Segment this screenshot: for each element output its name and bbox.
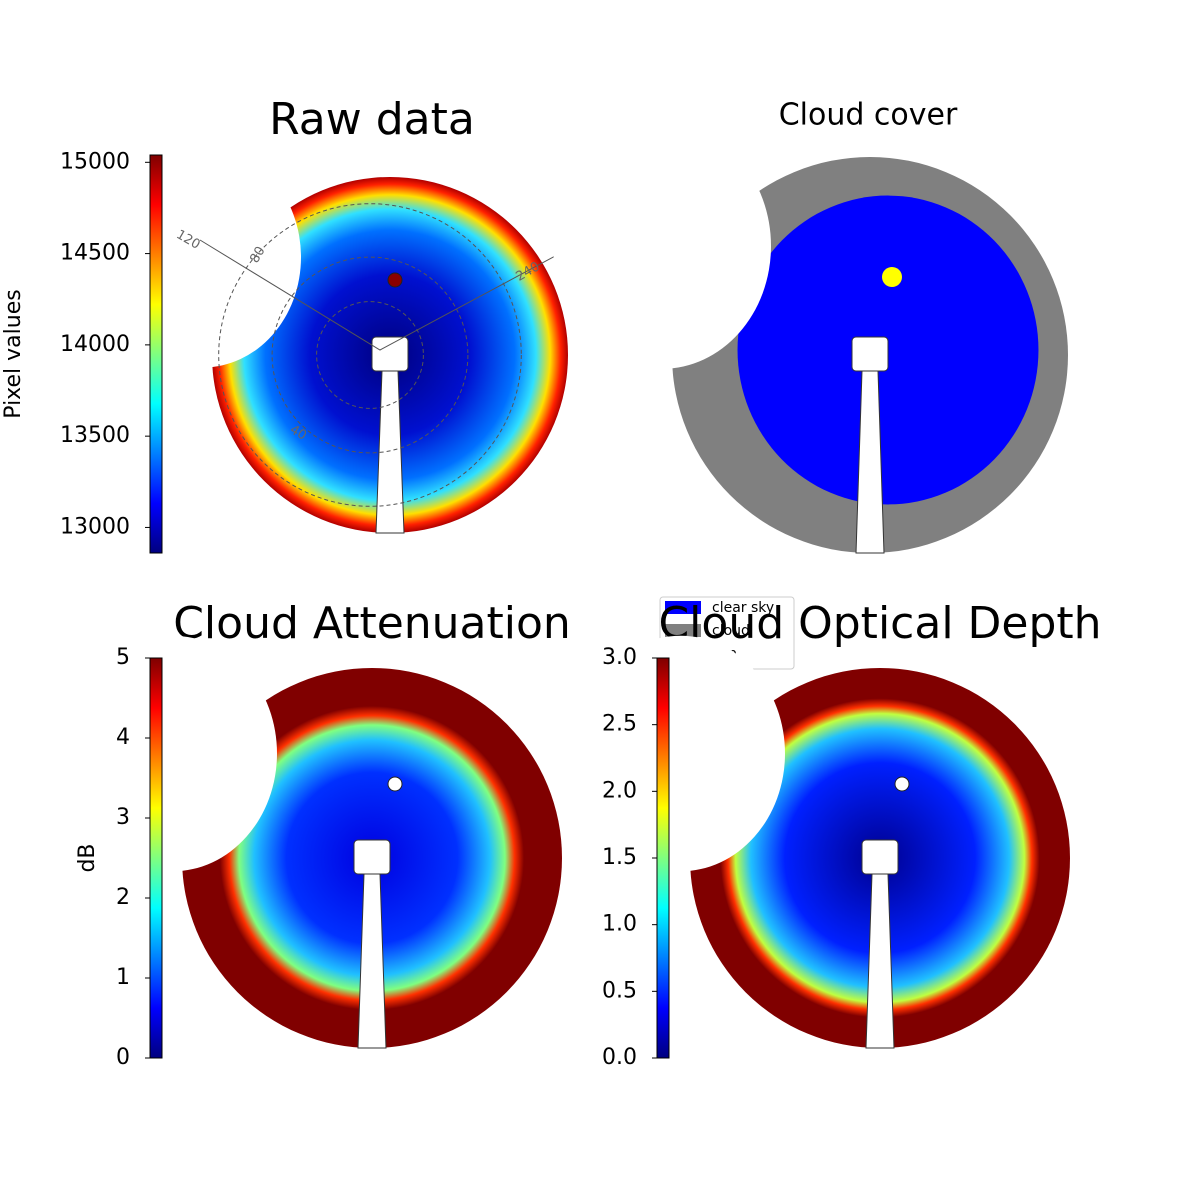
colorbar-tick-label: 4 <box>116 725 130 750</box>
colorbar-tick-label: 1 <box>116 965 130 990</box>
polar-ring <box>316 301 424 409</box>
sun-disk <box>387 272 403 288</box>
legend-swatch <box>665 624 701 637</box>
sky-image <box>576 635 1070 1049</box>
polar-label: 40 <box>287 422 309 443</box>
colorbar-tick-label: 0.5 <box>602 978 637 1003</box>
sky-image <box>553 123 1068 554</box>
legend-swatch <box>665 601 701 614</box>
sky-image <box>105 146 568 534</box>
colorbar-tick-label: 2.5 <box>602 712 637 737</box>
camera-mount <box>861 839 899 875</box>
colorbar <box>656 657 670 1059</box>
sun-region <box>882 267 902 287</box>
camera-arm <box>375 370 405 534</box>
panel-title: Cloud cover <box>779 98 958 133</box>
colorbar-label: dB <box>75 843 100 872</box>
sun-disk <box>894 776 910 792</box>
colorbar <box>149 154 163 554</box>
colorbar-tick-label: 13500 <box>60 423 130 448</box>
colorbar-tick-label: 15000 <box>60 149 130 174</box>
colorbar-tick-label: 0.0 <box>602 1045 637 1070</box>
polar-ring <box>218 203 522 507</box>
colorbar-tick-label: 5 <box>116 645 130 670</box>
colorbar <box>149 657 163 1059</box>
camera-mount <box>371 336 409 372</box>
polar-label: 80 <box>247 244 268 266</box>
camera-arm <box>357 873 387 1049</box>
legend-label: clear sky <box>712 600 774 616</box>
colorbar-tick-label: 0 <box>116 1045 130 1070</box>
colorbar-tick-label: 2.0 <box>602 778 637 803</box>
colorbar-tick-label: 1.5 <box>602 845 637 870</box>
colorbar-tick-label: 3 <box>116 805 130 830</box>
masked-notch <box>68 635 277 872</box>
masked-notch <box>553 123 771 369</box>
sky-image <box>68 635 562 1049</box>
camera-mount <box>353 839 391 875</box>
colorbar-tick-label: 14500 <box>60 241 130 266</box>
camera-mount <box>851 336 889 372</box>
polar-ring <box>271 256 469 454</box>
colorbar-tick-label: 1.0 <box>602 912 637 937</box>
sun-disk <box>387 776 403 792</box>
masked-notch <box>576 635 785 872</box>
colorbar-tick-label: 13000 <box>60 514 130 539</box>
colorbar-label: Pixel values <box>1 289 26 418</box>
colorbar-tick-label: 3.0 <box>602 645 637 670</box>
colorbar-tick-label: 2 <box>116 885 130 910</box>
panel-title: Cloud Attenuation <box>173 598 571 649</box>
masked-notch <box>105 146 301 368</box>
panel-title: Raw data <box>269 94 475 145</box>
camera-arm <box>865 873 895 1049</box>
camera-arm <box>855 370 885 554</box>
polar-spoke <box>199 239 573 351</box>
legend-label: cloud <box>712 623 750 639</box>
panel-title: Cloud Optical Depth <box>658 598 1101 649</box>
colorbar-tick-label: 14000 <box>60 332 130 357</box>
